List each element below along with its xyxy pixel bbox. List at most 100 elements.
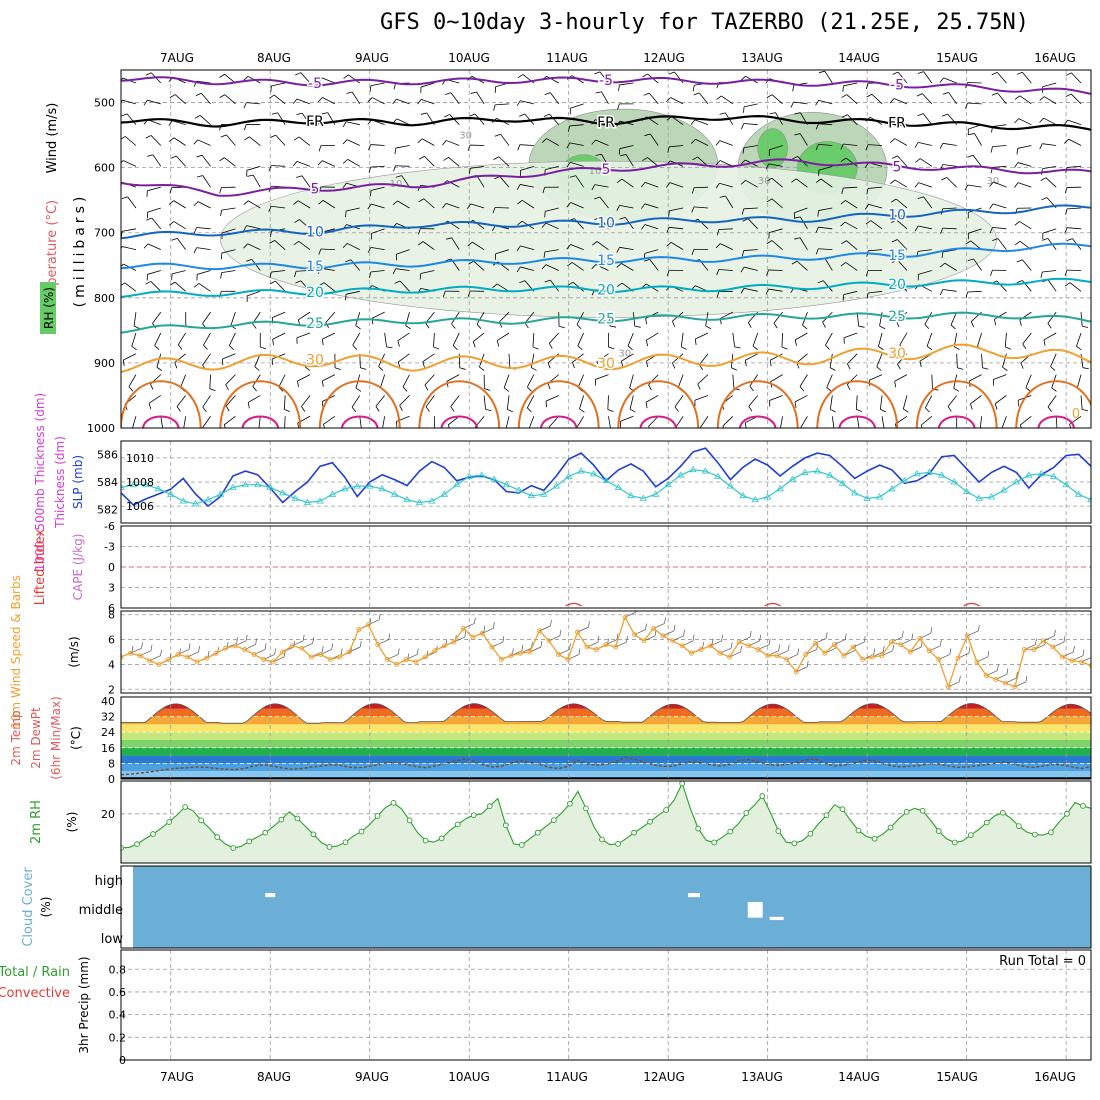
wind-barb-flag [818,70,825,74]
wind-barb-flag [891,259,898,263]
wind-barb-flag [225,405,230,412]
wind-barb-flag [506,430,511,433]
wind-barb [896,311,908,322]
wind-barb [620,415,634,422]
wind-barb [226,134,236,146]
wind-barb-flag [193,139,199,145]
wind-barb [868,249,883,252]
thickness-point [229,483,237,490]
wind-barb [196,270,211,275]
wind-speed-point [337,654,343,660]
wind-speed-point [546,638,552,644]
wind-speed-point [251,652,257,657]
wind-speed-point [470,634,476,640]
wind-barb-flag [468,260,474,265]
wind-barb-flag [744,360,747,367]
rh-point [967,832,974,838]
wind-barb-10m-flag [464,631,467,638]
wind-barb [996,280,1007,292]
wind-barb-flag [825,344,830,350]
wind-barb-10m-flag [512,648,514,655]
wind-barb [670,97,684,105]
wind-barb [973,258,982,271]
wind-barb-10m-flag [901,631,904,638]
wind-barb [677,374,684,388]
rh-point [214,834,221,840]
wind-barb-flag [766,177,773,182]
wind-barb [743,123,758,126]
wind-barb [150,135,162,146]
wind-barb [768,288,783,292]
wind-barb-flag [715,183,720,189]
wind-barb [818,99,833,105]
thickness-point [129,480,138,488]
wind-barb-10m-flag [816,643,819,650]
wind-barb [994,311,1007,320]
wind-barb-flag [541,222,547,228]
wind-speed-point [1079,659,1084,665]
wind-barb [472,241,485,250]
wind-barb [272,332,286,340]
wind-barb [619,145,634,150]
wind-barb [672,353,684,364]
li-tick-label: 0 [108,561,115,574]
wind-speed-point [137,653,143,659]
rh-point [454,821,461,828]
wind-barb-10m-flag [882,645,885,653]
wind-barb [749,374,759,387]
wind-barb [572,353,584,363]
wind-barb [347,159,360,167]
wind-speed-line [121,615,1091,689]
wind-barb [894,138,908,146]
wind-barb-flag [1042,238,1048,241]
wind-barb [1067,207,1082,210]
wind-barb [530,353,535,368]
wind-barb-10m-flag [578,648,581,655]
wind-barb-flag [342,243,348,249]
thickness-point [428,497,436,504]
wind-barb-flag [890,138,896,143]
wind-barb [297,374,311,382]
wind-barb [1067,227,1082,230]
precip-tick-label: 0.8 [109,963,127,976]
isotherm-35 [1015,380,1091,428]
wind-barb-flag [293,241,299,246]
wind-barb-flag [891,280,898,285]
wind-barb-flag [169,281,176,286]
wind-barb-flag [722,425,725,428]
wind-barb-flag [618,148,621,155]
wind-barb-10m-flag [987,650,990,657]
wind-barb-10m-flag [131,645,134,653]
wind-barb-10m-flag [1092,651,1093,657]
wind-barb [921,93,933,105]
wind-barb-flag [841,94,847,98]
wind-barb [695,138,709,146]
wind-speed-point [441,643,447,649]
wind-speed-point [185,654,191,660]
cape-bump [764,602,781,607]
wind-barb [132,416,137,428]
wind-barb [768,269,783,271]
wind-barb-flag [716,229,720,236]
wind-barb [644,249,659,254]
wind-barb [918,225,932,230]
wind-barb-flag [544,279,551,283]
wind-barb [545,264,559,271]
wind-barb-flag [492,207,496,214]
wind-barb [397,332,410,342]
wind-barb [748,395,759,407]
thickness-point [390,490,399,497]
wind-speed-point [232,643,238,649]
isotherm-35 [915,380,998,428]
wind-speed-point [803,652,809,657]
wind-barb-flag [1002,429,1007,433]
wind-barb [323,282,336,292]
wind-barb-10m-flag [340,648,343,655]
wind-barb-flag [472,341,476,348]
wind-grid [121,611,1091,693]
wind-barb-flag [698,364,703,371]
wind-barb-10m-flag [255,638,257,645]
isotherm-40 [540,415,578,428]
wind-barb [781,332,783,347]
